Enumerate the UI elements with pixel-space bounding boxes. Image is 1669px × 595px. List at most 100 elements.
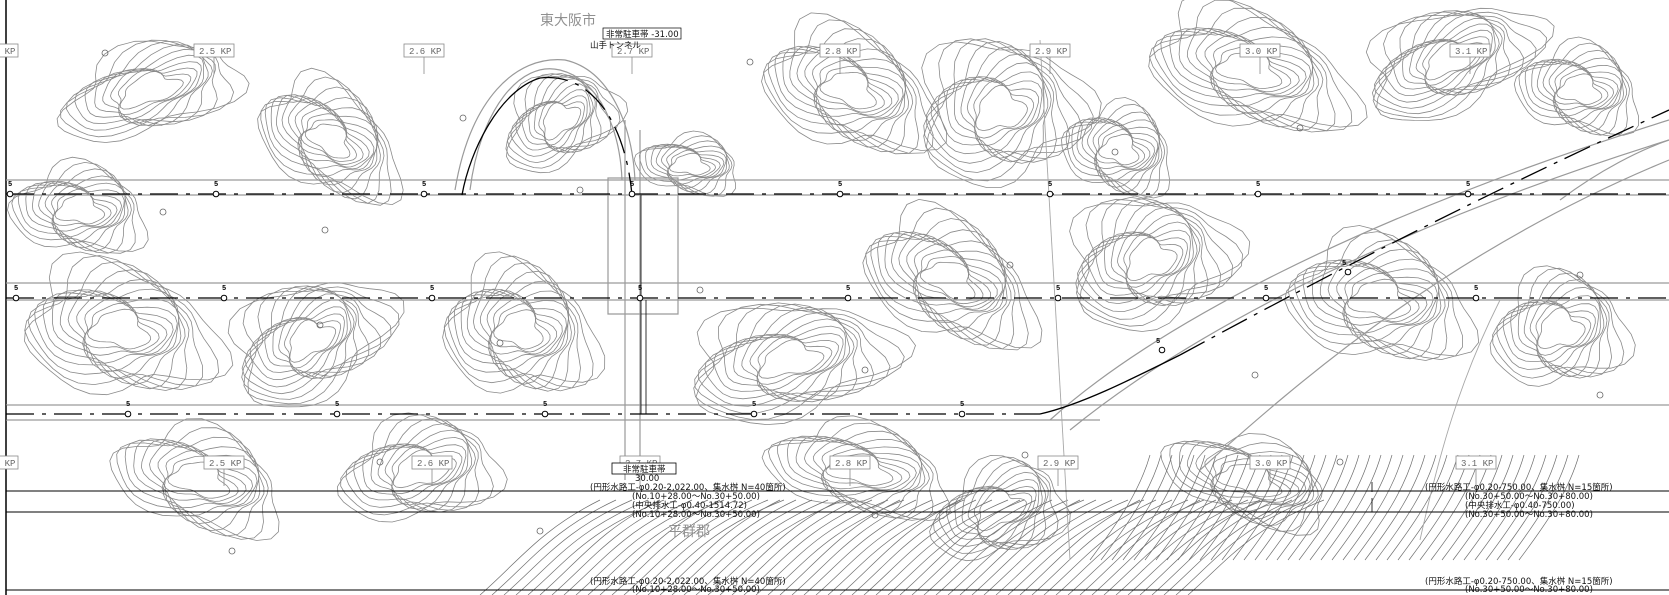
station-marker: 5: [212, 181, 220, 198]
station-marker: 5: [220, 285, 228, 302]
station-marker: 5: [12, 285, 20, 302]
contour-line: [1155, 454, 1217, 561]
contour-line: [875, 499, 1009, 595]
spot-height: [1336, 458, 1344, 466]
contour-line: [1100, 454, 1162, 561]
contour-line: [66, 40, 218, 131]
contour-line: [898, 233, 1006, 324]
contour-line: [1211, 458, 1292, 501]
station-marker: 5: [958, 401, 966, 418]
contour-line: [1365, 7, 1555, 121]
svg-text:5: 5: [214, 181, 218, 189]
contour-line: [391, 446, 457, 495]
contour-line: [1122, 454, 1184, 561]
contour-line: [921, 41, 1102, 188]
contour-line: [741, 333, 844, 396]
contour-line: [587, 499, 725, 595]
contour-line: [1371, 11, 1537, 115]
contour-line: [839, 499, 961, 595]
contour-line: [635, 499, 769, 595]
contour-line: [1375, 454, 1437, 561]
note-left-1: (円形水路工-φ0.20-2,022.00、集水桝 N=40箇所): [590, 482, 786, 493]
station-marker: 5: [541, 401, 549, 418]
contour-line: [1319, 259, 1440, 350]
station-marker: 5: [124, 401, 132, 418]
contour-line: [906, 237, 1003, 315]
svg-text:5: 5: [222, 285, 226, 293]
contour-line: [506, 75, 629, 174]
station-marker: 5: [636, 285, 644, 302]
note-left-3: (中央排水工-φ0.40-1514.72): [632, 500, 747, 511]
kp-markers-top: 2.4 KP 2.5 KP 2.6 KP 2.7 KP 2.8 KP 2.9 KP 3.0 …: [0, 43, 1491, 74]
note-right-1: (円形水路工-φ0.20-750.00、集水桝 N=15箇所): [1425, 482, 1613, 493]
contour-line: [283, 317, 342, 369]
contour-line: [336, 412, 508, 523]
contour-line: [521, 83, 594, 154]
kp-marker: 3.0 KP: [1249, 455, 1291, 486]
contour-line: [370, 436, 469, 510]
contour-line: [1169, 440, 1319, 532]
contour-line: [659, 499, 781, 595]
contour-line: [117, 68, 192, 115]
contour-line: [863, 499, 993, 595]
svg-text:非常駐車帯 -31.00: 非常駐車帯 -31.00: [606, 29, 679, 40]
svg-text:5: 5: [1156, 338, 1160, 346]
contour-line: [1529, 300, 1596, 363]
note-left-2: (No.10+28.00〜No.30+50.00): [632, 492, 760, 502]
contour-line: [1079, 499, 1201, 595]
town-label-higashi-osaka: 東大阪市: [540, 12, 596, 29]
kp-marker: 3.1 KP: [1455, 455, 1497, 486]
contour-line: [83, 302, 160, 353]
contour-line: [1111, 454, 1173, 561]
contour-line: [1139, 499, 1261, 595]
contour-line: [767, 28, 920, 155]
contour-line: [345, 417, 480, 511]
contour-line: [163, 455, 239, 502]
contour-line: [932, 456, 1059, 554]
station-marker: 5: [333, 401, 341, 418]
contour-line: [539, 499, 661, 595]
contour-line: [297, 107, 370, 168]
spot-height: [459, 114, 467, 122]
contour-line: [1151, 499, 1277, 595]
station-marker: 5: [750, 401, 758, 418]
note-bottom-right-1: (円形水路工-φ0.20-750.00、集水桝 N=15箇所): [1425, 576, 1613, 587]
contour-line: [1331, 454, 1393, 561]
contour-line: [24, 251, 234, 396]
contour-line: [599, 499, 721, 595]
contour-line: [241, 287, 392, 400]
contour-line: [110, 67, 198, 120]
contour-line: [51, 188, 112, 227]
spot-height: [376, 458, 384, 466]
contour-line: [1104, 221, 1194, 304]
contour-line: [827, 499, 965, 595]
contour-line: [1115, 499, 1249, 595]
spot-height: [1006, 261, 1014, 269]
contour-line: [82, 297, 168, 356]
svg-text:2.6 KP: 2.6 KP: [417, 459, 449, 469]
contour-line: [1342, 267, 1428, 326]
contour-line: [724, 318, 850, 403]
contour-line: [815, 65, 885, 113]
svg-text:5: 5: [335, 401, 339, 409]
contour-line: [1069, 202, 1251, 332]
spot-height: [228, 547, 236, 555]
contour-line: [929, 454, 1071, 562]
svg-text:5: 5: [960, 401, 964, 409]
contour-line: [862, 198, 1043, 349]
svg-text:5: 5: [838, 181, 842, 189]
station-marker: 5: [628, 181, 636, 198]
svg-text:3.1 KP: 3.1 KP: [1461, 459, 1493, 469]
contour-line: [791, 499, 917, 595]
contour-line: [1518, 454, 1580, 561]
spot-height: [696, 286, 704, 294]
contour-line: [694, 302, 891, 414]
contour-line: [812, 439, 917, 496]
contour-line: [695, 499, 829, 595]
contour-line: [1210, 45, 1292, 93]
spot-height: [1021, 451, 1029, 459]
contour-line: [1123, 233, 1184, 288]
contour-line: [633, 130, 736, 197]
